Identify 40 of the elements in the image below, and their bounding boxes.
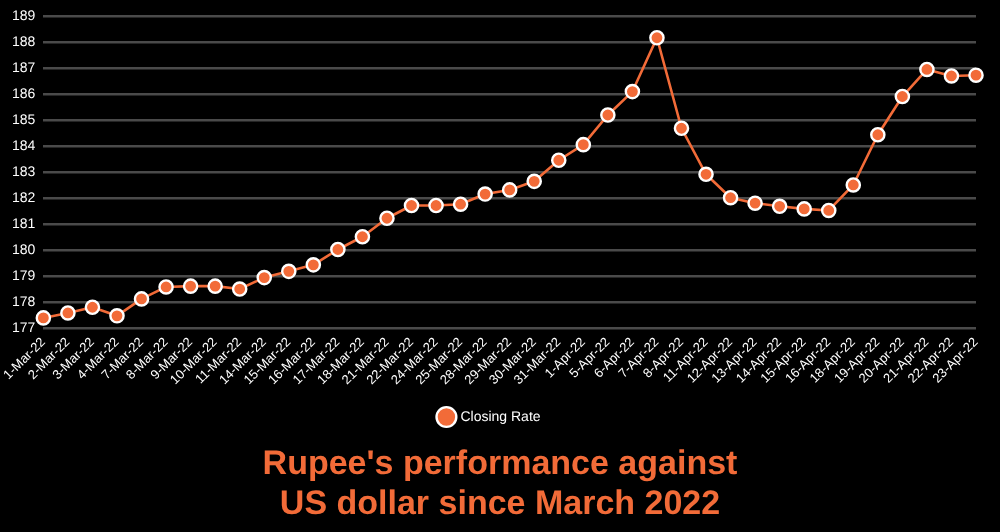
point bbox=[649, 29, 665, 46]
point bbox=[673, 120, 690, 137]
point bbox=[943, 68, 960, 84]
point bbox=[698, 166, 714, 183]
point bbox=[526, 173, 543, 190]
point bbox=[305, 257, 322, 273]
point bbox=[600, 107, 616, 123]
point bbox=[919, 61, 935, 78]
point bbox=[550, 152, 567, 169]
point bbox=[771, 198, 788, 215]
point bbox=[845, 177, 862, 193]
point bbox=[722, 189, 739, 206]
point bbox=[894, 88, 911, 105]
point bbox=[820, 202, 837, 219]
point bbox=[575, 136, 592, 153]
point bbox=[501, 182, 518, 198]
point bbox=[60, 305, 76, 321]
point bbox=[354, 228, 371, 245]
point bbox=[109, 308, 125, 324]
point bbox=[747, 195, 763, 211]
point bbox=[452, 196, 469, 213]
point bbox=[796, 201, 812, 217]
point bbox=[158, 279, 174, 295]
point bbox=[35, 310, 52, 326]
point bbox=[968, 67, 984, 83]
point bbox=[231, 281, 248, 297]
point bbox=[280, 263, 297, 280]
point bbox=[133, 291, 150, 307]
point bbox=[84, 299, 101, 316]
point bbox=[256, 269, 273, 286]
point bbox=[207, 278, 223, 294]
point bbox=[624, 83, 641, 100]
point bbox=[477, 186, 493, 202]
point bbox=[428, 197, 444, 214]
point bbox=[330, 241, 346, 258]
text: Rupee's performance against US dollar since March 2022 bbox=[260, 444, 740, 524]
point bbox=[182, 278, 199, 294]
point bbox=[870, 126, 886, 143]
point bbox=[403, 197, 420, 214]
point bbox=[379, 210, 395, 227]
